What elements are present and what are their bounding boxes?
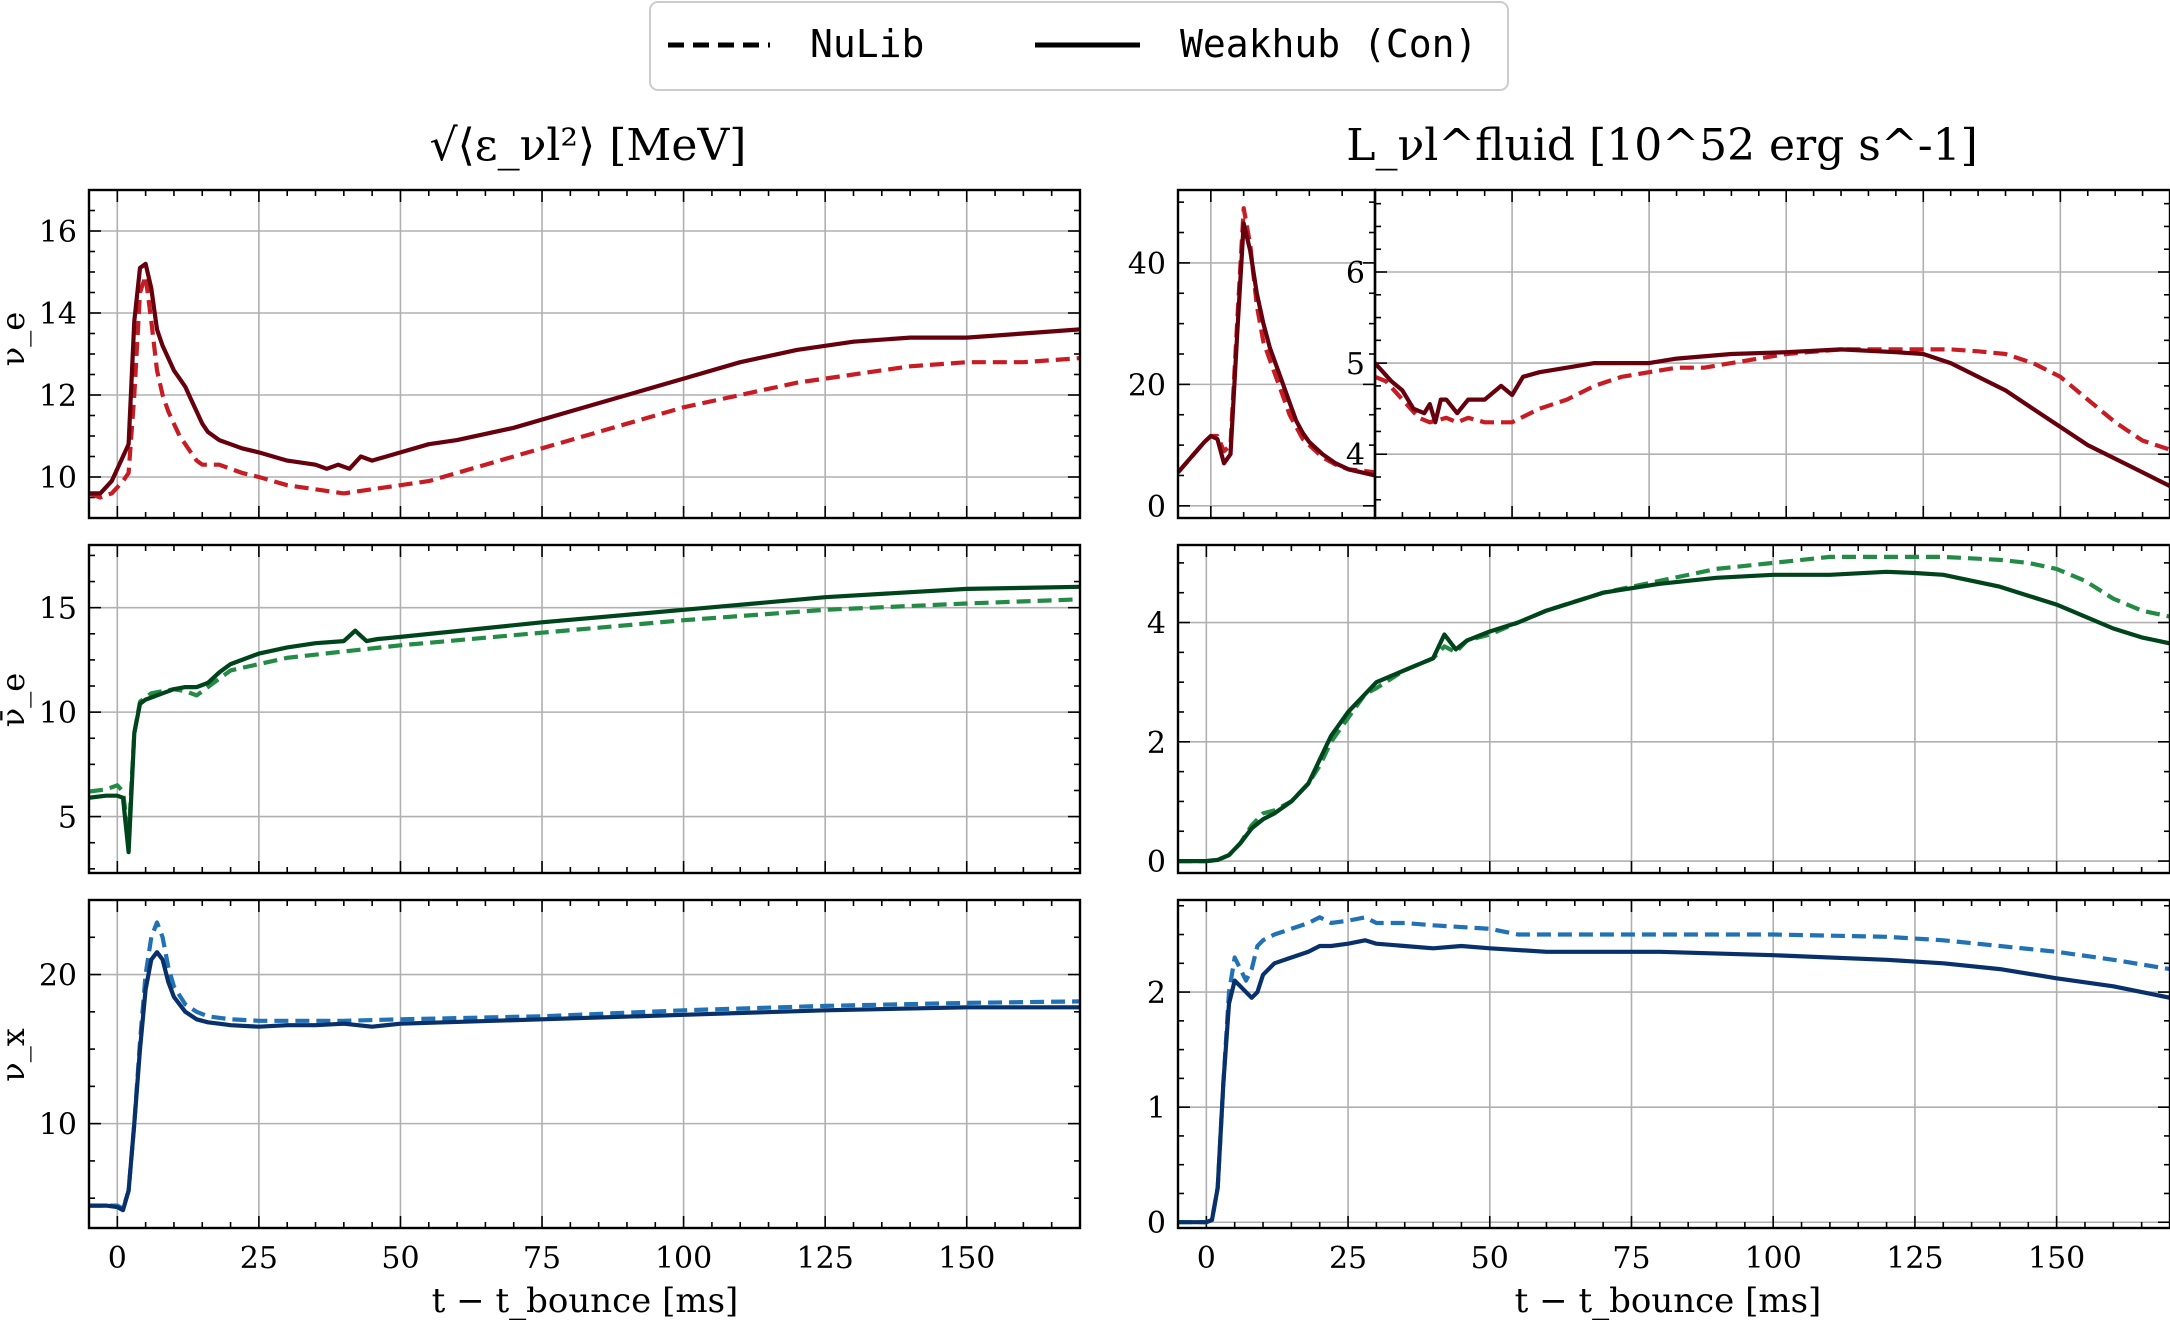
x-axis-label-right: t − t_bounce [ms] xyxy=(1515,1281,1822,1321)
x-tick-label: 50 xyxy=(1471,1241,1509,1276)
panel-lum-nuebar: 0 2 4 xyxy=(1147,543,2170,880)
series-line-weakhub xyxy=(1375,347,2170,488)
y-tick-label: 10 xyxy=(39,696,77,731)
series-line-nulib xyxy=(89,597,1080,840)
x-tick-label: 50 xyxy=(381,1241,419,1276)
x-axis-label-left: t − t_bounce [ms] xyxy=(432,1281,739,1321)
legend-label-nulib: NuLib xyxy=(810,22,924,66)
y-tick-label: 5 xyxy=(1346,347,1365,382)
y-tick-label: 10 xyxy=(39,1108,77,1143)
x-tick-label: 100 xyxy=(1745,1241,1802,1276)
x-tick-label: 75 xyxy=(523,1241,561,1276)
y-tick-label: 20 xyxy=(39,959,77,994)
series-line-weakhub xyxy=(1178,221,1375,478)
y-tick-label: 5 xyxy=(58,801,77,836)
x-tick-label: 100 xyxy=(655,1241,712,1276)
row-label-nue: ν_e xyxy=(0,312,32,366)
row-label-nuebar: ν̄_e xyxy=(0,673,32,727)
panel-lum-nue-inset: 0 20 40 xyxy=(1128,188,1377,525)
y-tick-label: 1 xyxy=(1147,1091,1166,1126)
left-column-title: √⟨ε_νl²⟩ [MeV] xyxy=(430,120,747,171)
y-tick-label: 0 xyxy=(1147,845,1166,880)
x-tick-label: 150 xyxy=(2028,1241,2085,1276)
y-tick-label: 0 xyxy=(1147,1206,1166,1241)
panel-lum-nue: 4 5 6 xyxy=(1346,188,2170,520)
series-line-weakhub xyxy=(1178,569,2170,864)
series-line-nulib xyxy=(1375,347,2170,452)
series-line-weakhub xyxy=(89,584,1080,855)
series-line-weakhub xyxy=(89,261,1080,496)
series-line-nulib xyxy=(89,274,1080,500)
series-line-nulib xyxy=(1178,915,2170,1225)
panel-frame xyxy=(87,543,1082,875)
x-tick-label: 25 xyxy=(240,1241,278,1276)
y-tick-label: 2 xyxy=(1147,976,1166,1011)
y-tick-label: 4 xyxy=(1147,607,1166,642)
panel-frame xyxy=(1176,898,2170,1230)
panel-frame xyxy=(1176,543,2170,875)
y-tick-label: 16 xyxy=(39,215,77,250)
x-tick-label: 25 xyxy=(1329,1241,1367,1276)
y-tick-label: 4 xyxy=(1346,438,1365,473)
legend-label-weakhub: Weakhub (Con) xyxy=(1180,22,1477,66)
panel-frame xyxy=(87,898,1082,1230)
series-line-nulib xyxy=(89,920,1080,1211)
panel-energy-nux: 10 20 0 25 50 75 100 125 150 xyxy=(39,898,1082,1276)
legend: NuLib Weakhub (Con) xyxy=(649,1,1509,91)
y-tick-label: 2 xyxy=(1147,726,1166,761)
x-tick-label: 125 xyxy=(1886,1241,1943,1276)
y-tick-label: 20 xyxy=(1128,368,1166,403)
x-tick-label: 0 xyxy=(108,1241,127,1276)
panel-energy-nue: 10 12 14 16 xyxy=(39,188,1082,520)
x-tick-label: 75 xyxy=(1612,1241,1650,1276)
row-label-nux: ν_x xyxy=(0,1028,32,1082)
y-tick-label: 40 xyxy=(1128,247,1166,282)
x-tick-label: 125 xyxy=(797,1241,854,1276)
series-line-nulib xyxy=(1178,554,2170,864)
y-tick-label: 12 xyxy=(39,379,77,414)
y-tick-label: 0 xyxy=(1147,490,1166,525)
y-tick-label: 10 xyxy=(39,461,77,496)
x-tick-label: 0 xyxy=(1197,1241,1216,1276)
panel-lum-nux: 0 1 2 0 25 50 75 100 125 150 xyxy=(1147,898,2170,1276)
series-line-weakhub xyxy=(1178,938,2170,1225)
right-column-title: L_νl^fluid [10^52 erg s^-1] xyxy=(1346,120,1978,171)
series-line-nulib xyxy=(1178,206,1375,475)
panel-frame xyxy=(1373,188,2170,520)
y-tick-label: 15 xyxy=(39,592,77,627)
y-tick-label: 6 xyxy=(1346,256,1365,291)
y-tick-label: 14 xyxy=(39,297,77,332)
panel-frame xyxy=(87,188,1082,520)
series-line-weakhub xyxy=(89,950,1080,1213)
panel-energy-nuebar: 5 10 15 xyxy=(39,543,1082,875)
x-tick-label: 150 xyxy=(938,1241,995,1276)
